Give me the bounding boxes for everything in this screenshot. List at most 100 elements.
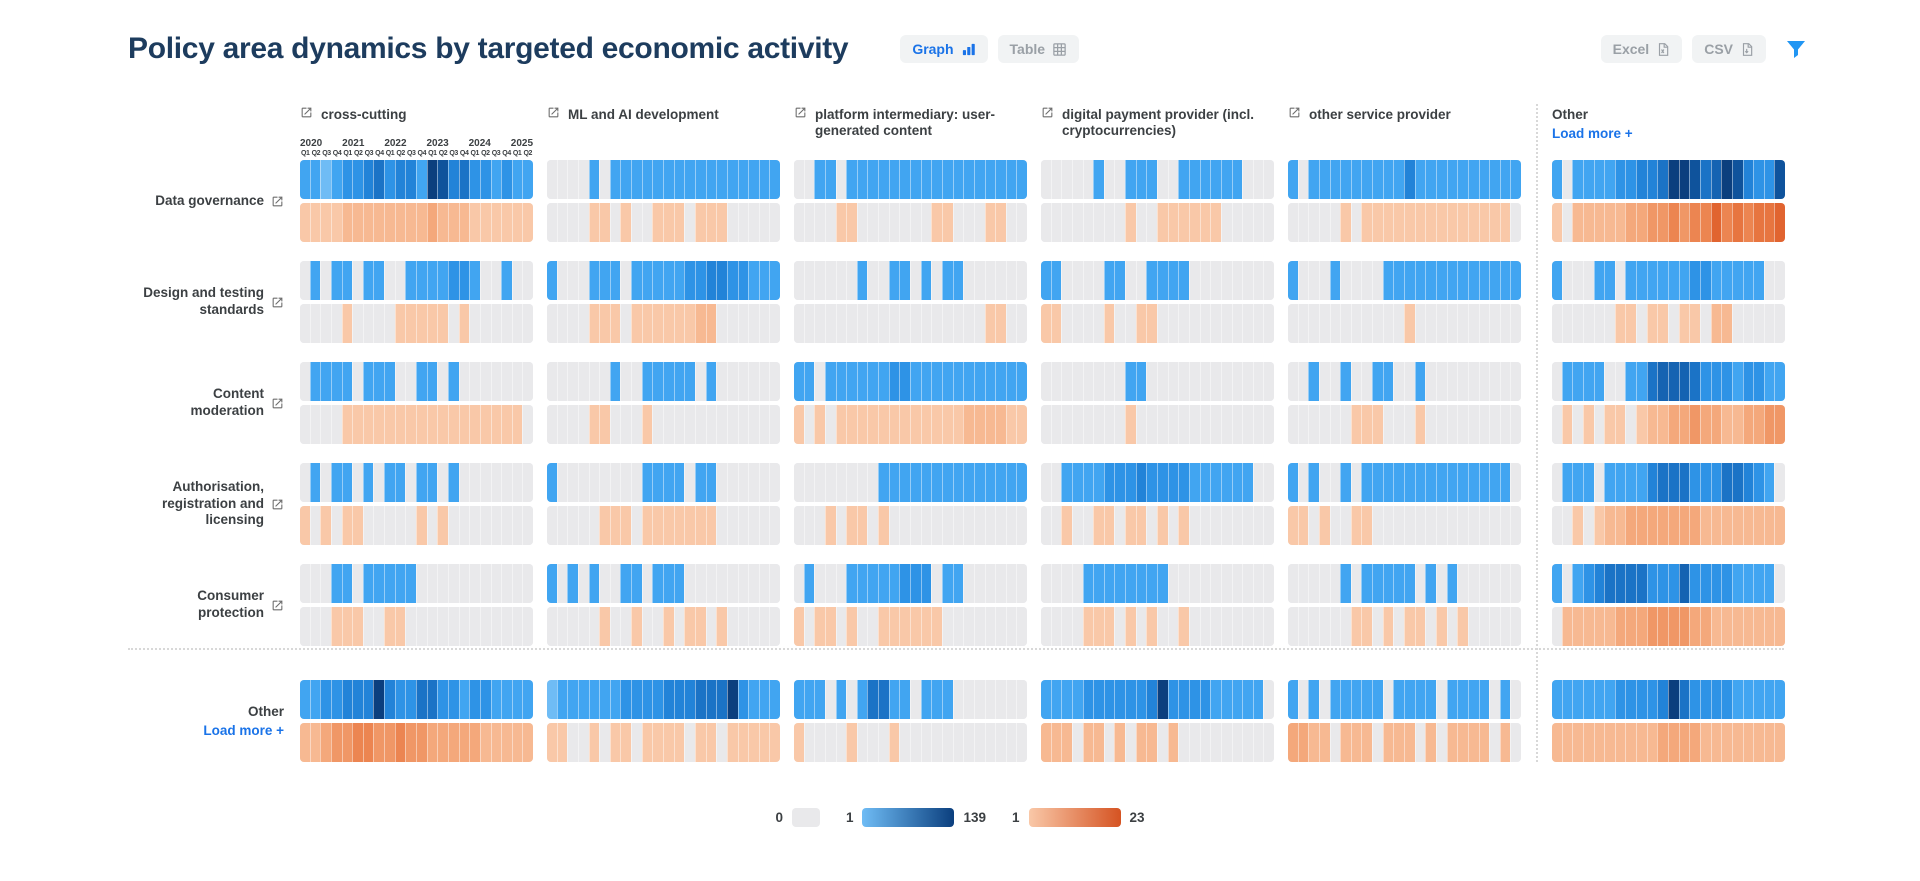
heatmap-cell[interactable] xyxy=(920,160,932,199)
heatmap-cell[interactable] xyxy=(878,203,889,242)
heatmap-cell[interactable] xyxy=(878,463,889,502)
heatmap-cell[interactable] xyxy=(1489,723,1500,762)
heatmap-cell[interactable] xyxy=(888,160,900,199)
heatmap-cell[interactable] xyxy=(941,723,953,762)
heatmap-cell[interactable] xyxy=(856,405,868,444)
heatmap-cell[interactable] xyxy=(835,362,847,401)
heatmap-cell[interactable] xyxy=(1604,304,1615,343)
heatmap-cell[interactable] xyxy=(716,203,727,242)
heatmap-cell[interactable] xyxy=(1582,463,1594,502)
heatmap-cell[interactable] xyxy=(1646,607,1658,646)
heatmap-cell[interactable] xyxy=(1103,203,1115,242)
heatmap-cell[interactable] xyxy=(1414,463,1426,502)
heatmap-cell[interactable] xyxy=(931,405,942,444)
heatmap-cell[interactable] xyxy=(1731,160,1743,199)
heatmap-cell[interactable] xyxy=(1467,564,1479,603)
heatmap-cell[interactable] xyxy=(899,362,911,401)
heatmap-cell[interactable] xyxy=(1657,203,1669,242)
heatmap-cell[interactable] xyxy=(1297,405,1309,444)
heatmap-cell[interactable] xyxy=(1382,506,1394,545)
heatmap-cell[interactable] xyxy=(469,160,480,199)
heatmap-cell[interactable] xyxy=(1467,304,1479,343)
heatmap-cell[interactable] xyxy=(1016,463,1027,502)
heatmap-cell[interactable] xyxy=(1731,506,1743,545)
heatmap-cell[interactable] xyxy=(641,506,653,545)
heatmap-cell[interactable] xyxy=(1710,405,1722,444)
heatmap-cell[interactable] xyxy=(1552,723,1562,762)
heatmap-cell[interactable] xyxy=(1135,607,1147,646)
heatmap-cell[interactable] xyxy=(1361,723,1373,762)
heatmap-cell[interactable] xyxy=(501,506,512,545)
heatmap-cell[interactable] xyxy=(1668,261,1679,300)
heatmap-cell[interactable] xyxy=(1114,304,1126,343)
heatmap-cell[interactable] xyxy=(1435,405,1447,444)
heatmap-cell[interactable] xyxy=(1082,203,1094,242)
heatmap-cell[interactable] xyxy=(1005,680,1017,719)
heatmap-cell[interactable] xyxy=(856,362,868,401)
heatmap-cell[interactable] xyxy=(1614,362,1626,401)
heatmap-cell[interactable] xyxy=(1753,304,1764,343)
heatmap-cell[interactable] xyxy=(803,723,815,762)
heatmap-cell[interactable] xyxy=(320,405,331,444)
heatmap-cell[interactable] xyxy=(1210,203,1221,242)
heatmap-cell[interactable] xyxy=(705,564,717,603)
heatmap-cell[interactable] xyxy=(309,506,321,545)
heatmap-cell[interactable] xyxy=(394,564,406,603)
heatmap-cell[interactable] xyxy=(1372,405,1383,444)
heatmap-cell[interactable] xyxy=(769,304,780,343)
heatmap-cell[interactable] xyxy=(673,160,685,199)
heatmap-cell[interactable] xyxy=(501,680,512,719)
heatmap-cell[interactable] xyxy=(1061,261,1072,300)
heatmap-cell[interactable] xyxy=(1329,203,1341,242)
heatmap-cell[interactable] xyxy=(362,723,374,762)
heatmap-cell[interactable] xyxy=(1114,564,1126,603)
heatmap-cell[interactable] xyxy=(684,160,695,199)
heatmap-cell[interactable] xyxy=(663,203,674,242)
heatmap-cell[interactable] xyxy=(1135,160,1147,199)
heatmap-cell[interactable] xyxy=(631,405,642,444)
heatmap-cell[interactable] xyxy=(824,160,836,199)
heatmap-cell[interactable] xyxy=(663,506,674,545)
heatmap-cell[interactable] xyxy=(899,203,911,242)
heatmap-cell[interactable] xyxy=(1071,362,1083,401)
heatmap-cell[interactable] xyxy=(1231,607,1243,646)
heatmap-cell[interactable] xyxy=(511,564,523,603)
heatmap-cell[interactable] xyxy=(1093,405,1104,444)
heatmap-cell[interactable] xyxy=(1604,362,1615,401)
heatmap-cell[interactable] xyxy=(469,723,480,762)
heatmap-cell[interactable] xyxy=(1297,304,1309,343)
heatmap-cell[interactable] xyxy=(588,304,600,343)
heatmap-cell[interactable] xyxy=(1710,564,1722,603)
heatmap-cell[interactable] xyxy=(803,680,815,719)
heatmap-cell[interactable] xyxy=(309,564,321,603)
heatmap-cell[interactable] xyxy=(1499,506,1511,545)
heatmap-cell[interactable] xyxy=(1572,463,1583,502)
heatmap-cell[interactable] xyxy=(1114,203,1126,242)
heatmap-cell[interactable] xyxy=(1467,362,1479,401)
heatmap-cell[interactable] xyxy=(1220,564,1232,603)
heatmap-cell[interactable] xyxy=(794,680,804,719)
heatmap-cell[interactable] xyxy=(1489,680,1500,719)
heatmap-cell[interactable] xyxy=(373,304,385,343)
heatmap-cell[interactable] xyxy=(490,463,502,502)
heatmap-cell[interactable] xyxy=(631,362,642,401)
heatmap-cell[interactable] xyxy=(384,564,395,603)
heatmap-cell[interactable] xyxy=(963,261,974,300)
heatmap-cell[interactable] xyxy=(726,463,738,502)
heatmap-cell[interactable] xyxy=(1061,405,1072,444)
heatmap-cell[interactable] xyxy=(794,203,804,242)
heatmap-cell[interactable] xyxy=(931,506,942,545)
heatmap-cell[interactable] xyxy=(814,362,825,401)
heatmap-cell[interactable] xyxy=(1710,463,1722,502)
heatmap-cell[interactable] xyxy=(814,607,825,646)
heatmap-cell[interactable] xyxy=(1167,607,1179,646)
heatmap-cell[interactable] xyxy=(1699,506,1711,545)
heatmap-cell[interactable] xyxy=(952,723,964,762)
heatmap-cell[interactable] xyxy=(867,680,879,719)
heatmap-cell[interactable] xyxy=(1457,564,1468,603)
heatmap-cell[interactable] xyxy=(846,723,857,762)
heatmap-cell[interactable] xyxy=(1199,405,1211,444)
heatmap-cell[interactable] xyxy=(673,261,685,300)
heatmap-cell[interactable] xyxy=(447,160,459,199)
heatmap-cell[interactable] xyxy=(684,405,695,444)
